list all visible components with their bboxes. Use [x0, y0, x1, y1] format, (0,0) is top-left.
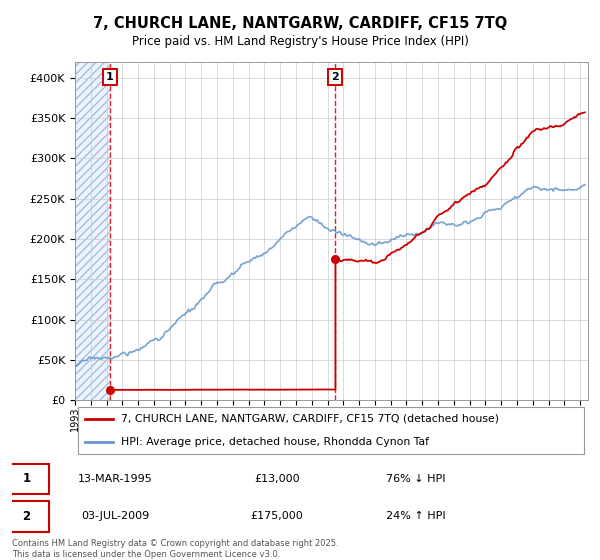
Text: Price paid vs. HM Land Registry's House Price Index (HPI): Price paid vs. HM Land Registry's House …: [131, 35, 469, 48]
Text: HPI: Average price, detached house, Rhondda Cynon Taf: HPI: Average price, detached house, Rhon…: [121, 437, 429, 447]
Text: 76% ↓ HPI: 76% ↓ HPI: [386, 474, 446, 484]
Bar: [75, 62, 110, 400]
Text: 7, CHURCH LANE, NANTGARW, CARDIFF, CF15 7TQ: 7, CHURCH LANE, NANTGARW, CARDIFF, CF15 …: [93, 16, 507, 31]
Text: 13-MAR-1995: 13-MAR-1995: [79, 474, 153, 484]
Text: 24% ↑ HPI: 24% ↑ HPI: [386, 511, 446, 521]
Text: Contains HM Land Registry data © Crown copyright and database right 2025.
This d: Contains HM Land Registry data © Crown c…: [12, 539, 338, 559]
Text: 1: 1: [22, 472, 31, 485]
FancyBboxPatch shape: [77, 407, 584, 454]
FancyBboxPatch shape: [4, 501, 49, 531]
Bar: [75, 62, 110, 400]
FancyBboxPatch shape: [4, 464, 49, 494]
Text: 7, CHURCH LANE, NANTGARW, CARDIFF, CF15 7TQ (detached house): 7, CHURCH LANE, NANTGARW, CARDIFF, CF15 …: [121, 414, 499, 424]
Text: 03-JUL-2009: 03-JUL-2009: [82, 511, 150, 521]
Text: 2: 2: [22, 510, 31, 523]
Text: 2: 2: [332, 72, 340, 82]
Text: 1: 1: [106, 72, 113, 82]
Text: £13,000: £13,000: [254, 474, 300, 484]
Text: £175,000: £175,000: [251, 511, 304, 521]
